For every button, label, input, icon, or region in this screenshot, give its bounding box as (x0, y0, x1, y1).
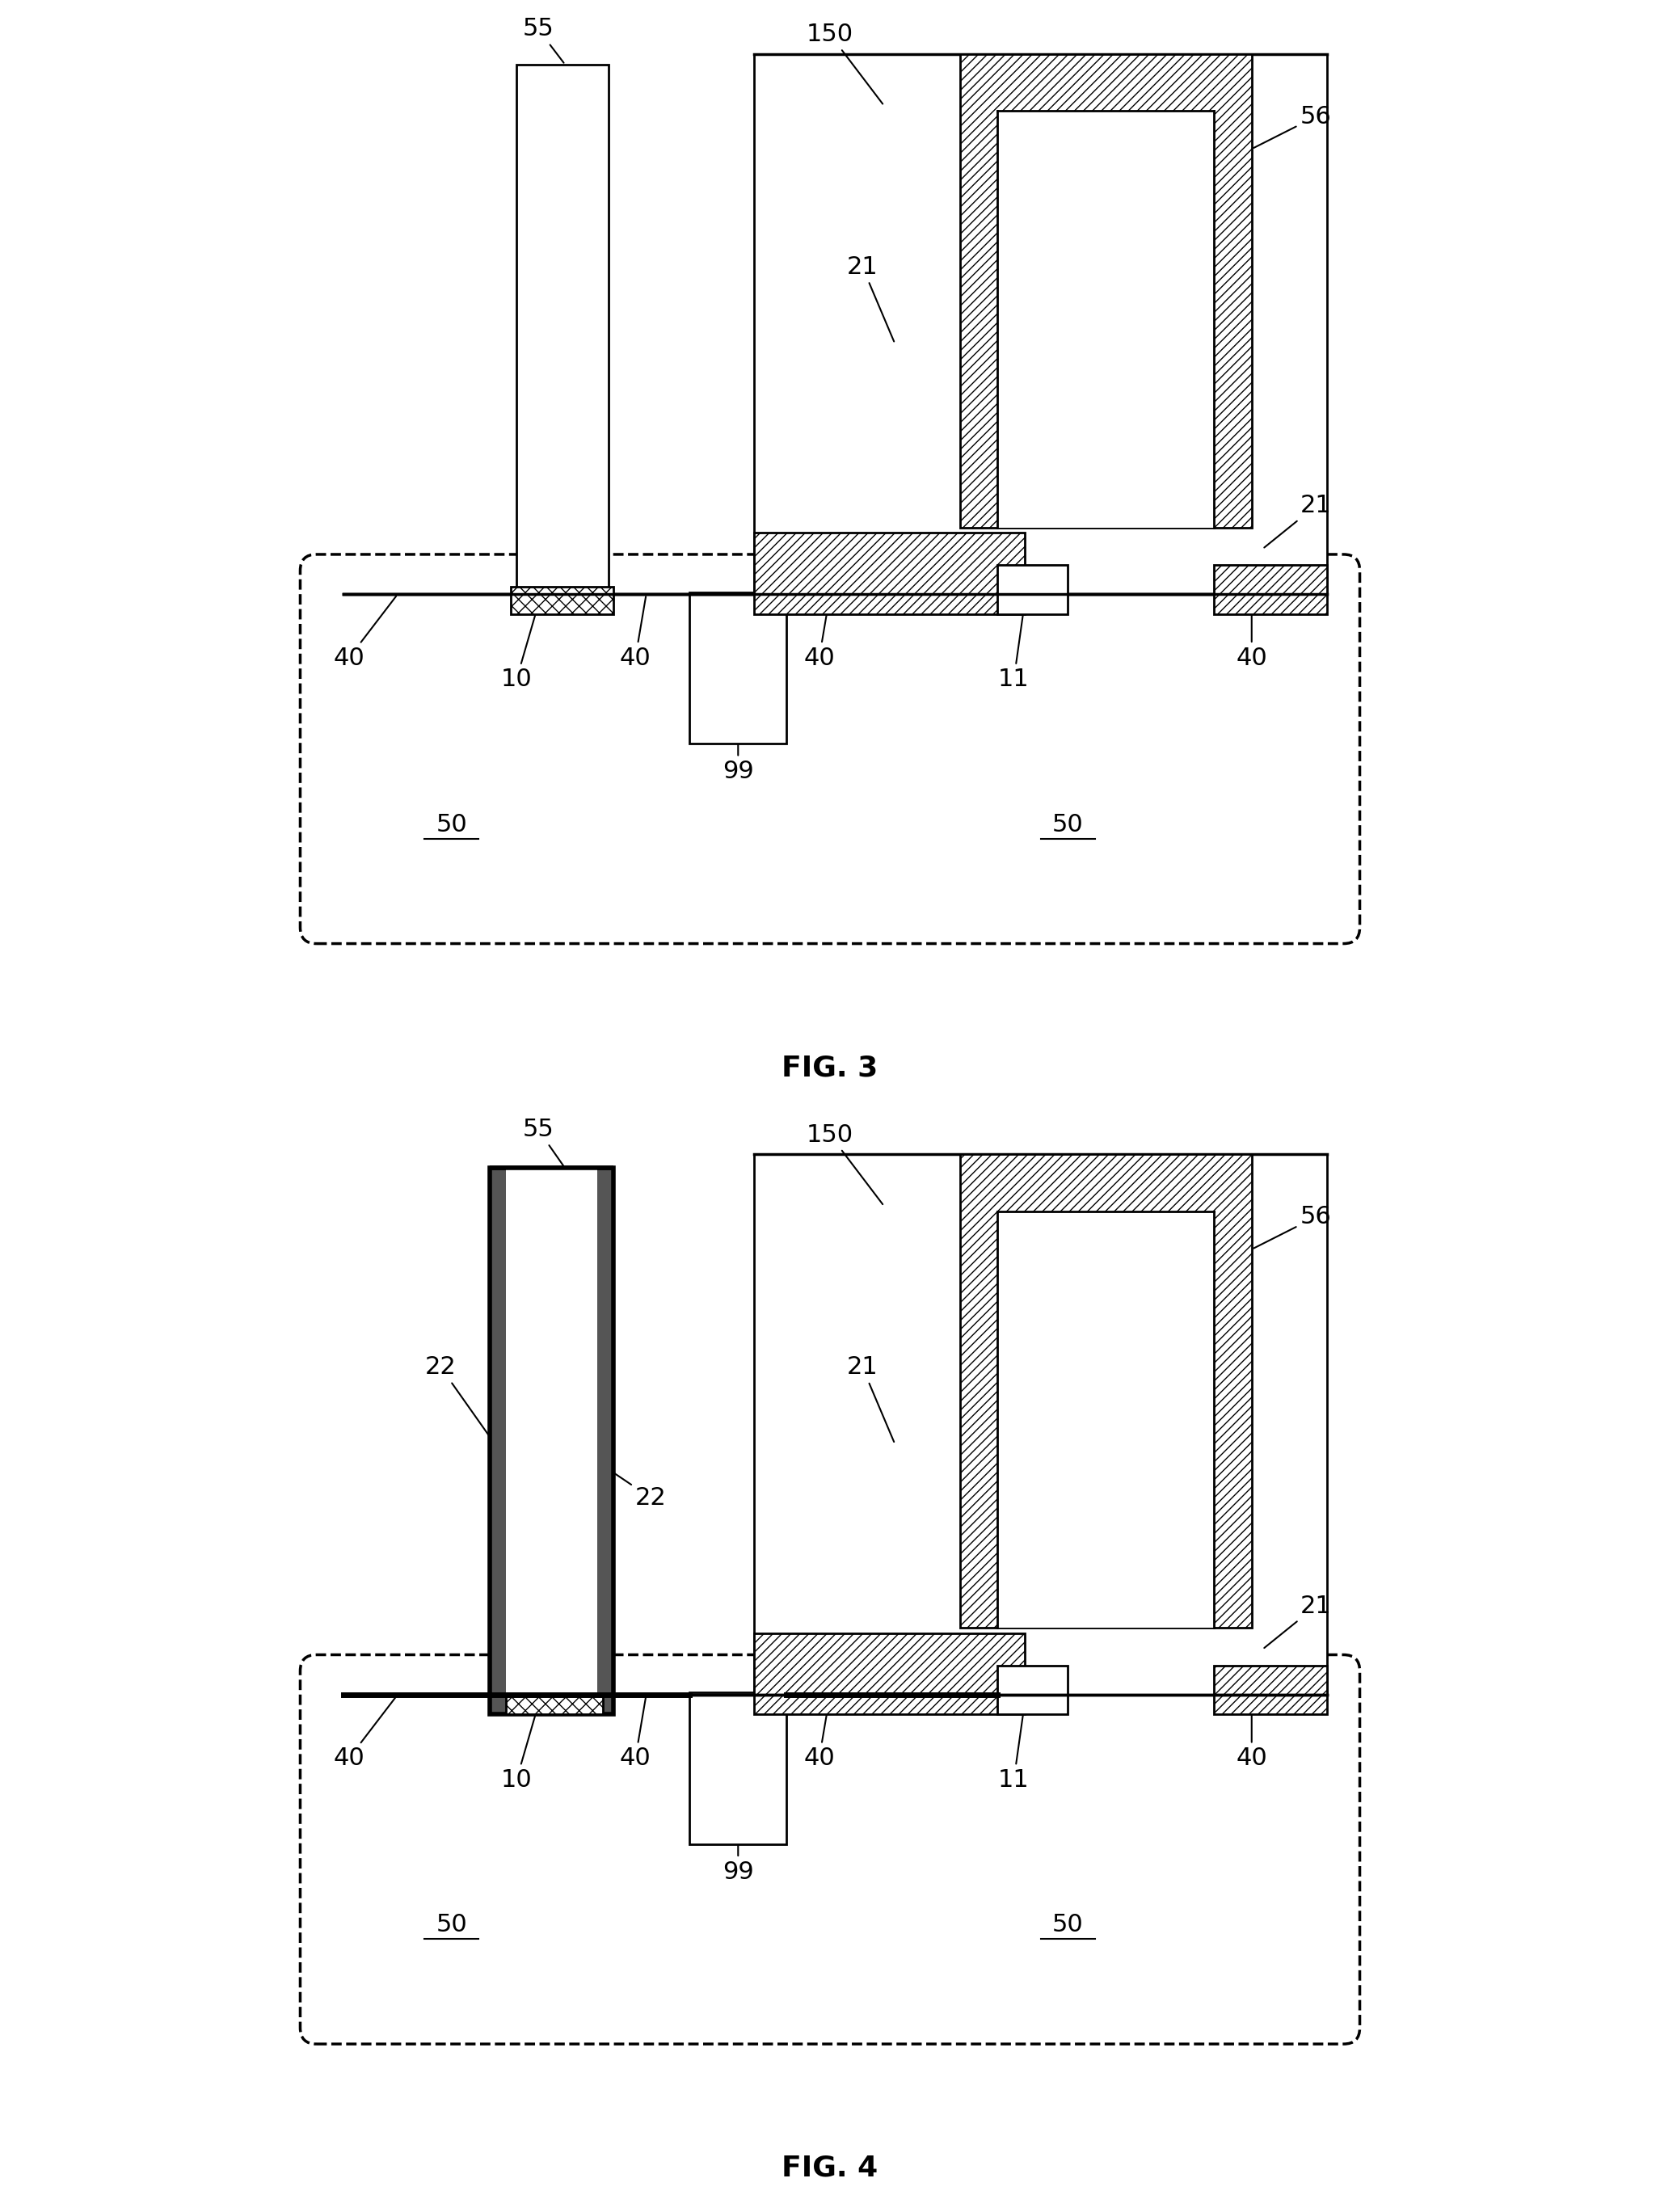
Bar (754, 533, 1024, 615)
Bar (754, 53, 1328, 595)
Bar (689, 1692, 787, 1845)
Bar (516, 64, 608, 595)
Text: 11: 11 (998, 1705, 1029, 1792)
Text: 56: 56 (1253, 104, 1331, 148)
Text: 99: 99 (722, 723, 754, 783)
Bar (1213, 1666, 1328, 1714)
Text: 50: 50 (437, 1913, 466, 1938)
Text: 150: 150 (807, 22, 883, 104)
Text: 10: 10 (501, 1708, 538, 1792)
Bar (754, 1155, 1328, 1694)
Text: 21: 21 (847, 254, 895, 341)
Text: 40: 40 (1237, 1697, 1267, 1770)
Text: 22: 22 (604, 1467, 667, 1511)
Bar (998, 1212, 1213, 1628)
Text: 55: 55 (523, 1117, 564, 1166)
Bar (998, 111, 1213, 526)
Text: 55: 55 (523, 18, 564, 62)
Text: 50: 50 (1052, 1913, 1084, 1938)
Text: 40: 40 (619, 597, 651, 670)
Bar (959, 53, 1252, 526)
Text: 99: 99 (722, 1825, 754, 1885)
Bar (998, 566, 1067, 615)
Text: FIG. 4: FIG. 4 (782, 2154, 878, 2181)
Bar (689, 593, 787, 743)
Text: 50: 50 (1052, 814, 1084, 836)
Text: 40: 40 (334, 597, 397, 670)
Bar (506, 1168, 598, 1694)
Text: 21: 21 (1265, 1595, 1331, 1648)
Text: 10: 10 (501, 608, 538, 692)
Bar (506, 1694, 603, 1714)
Text: 56: 56 (1253, 1206, 1331, 1248)
Bar (1213, 566, 1328, 615)
Text: 22: 22 (425, 1356, 493, 1442)
Bar (754, 1632, 1024, 1714)
Bar (490, 1168, 614, 1714)
Text: 40: 40 (803, 597, 835, 670)
Text: 50: 50 (437, 814, 466, 836)
Text: 21: 21 (1265, 493, 1331, 549)
Text: 40: 40 (334, 1697, 397, 1770)
Text: 21: 21 (847, 1356, 895, 1442)
Bar (959, 1155, 1252, 1628)
Text: FIG. 3: FIG. 3 (782, 1055, 878, 1082)
Text: 40: 40 (619, 1697, 651, 1770)
Text: 150: 150 (807, 1124, 883, 1203)
Text: 40: 40 (1237, 597, 1267, 670)
Bar (511, 586, 614, 615)
Text: 40: 40 (803, 1697, 835, 1770)
Text: 11: 11 (998, 606, 1029, 692)
Bar (998, 1666, 1067, 1714)
